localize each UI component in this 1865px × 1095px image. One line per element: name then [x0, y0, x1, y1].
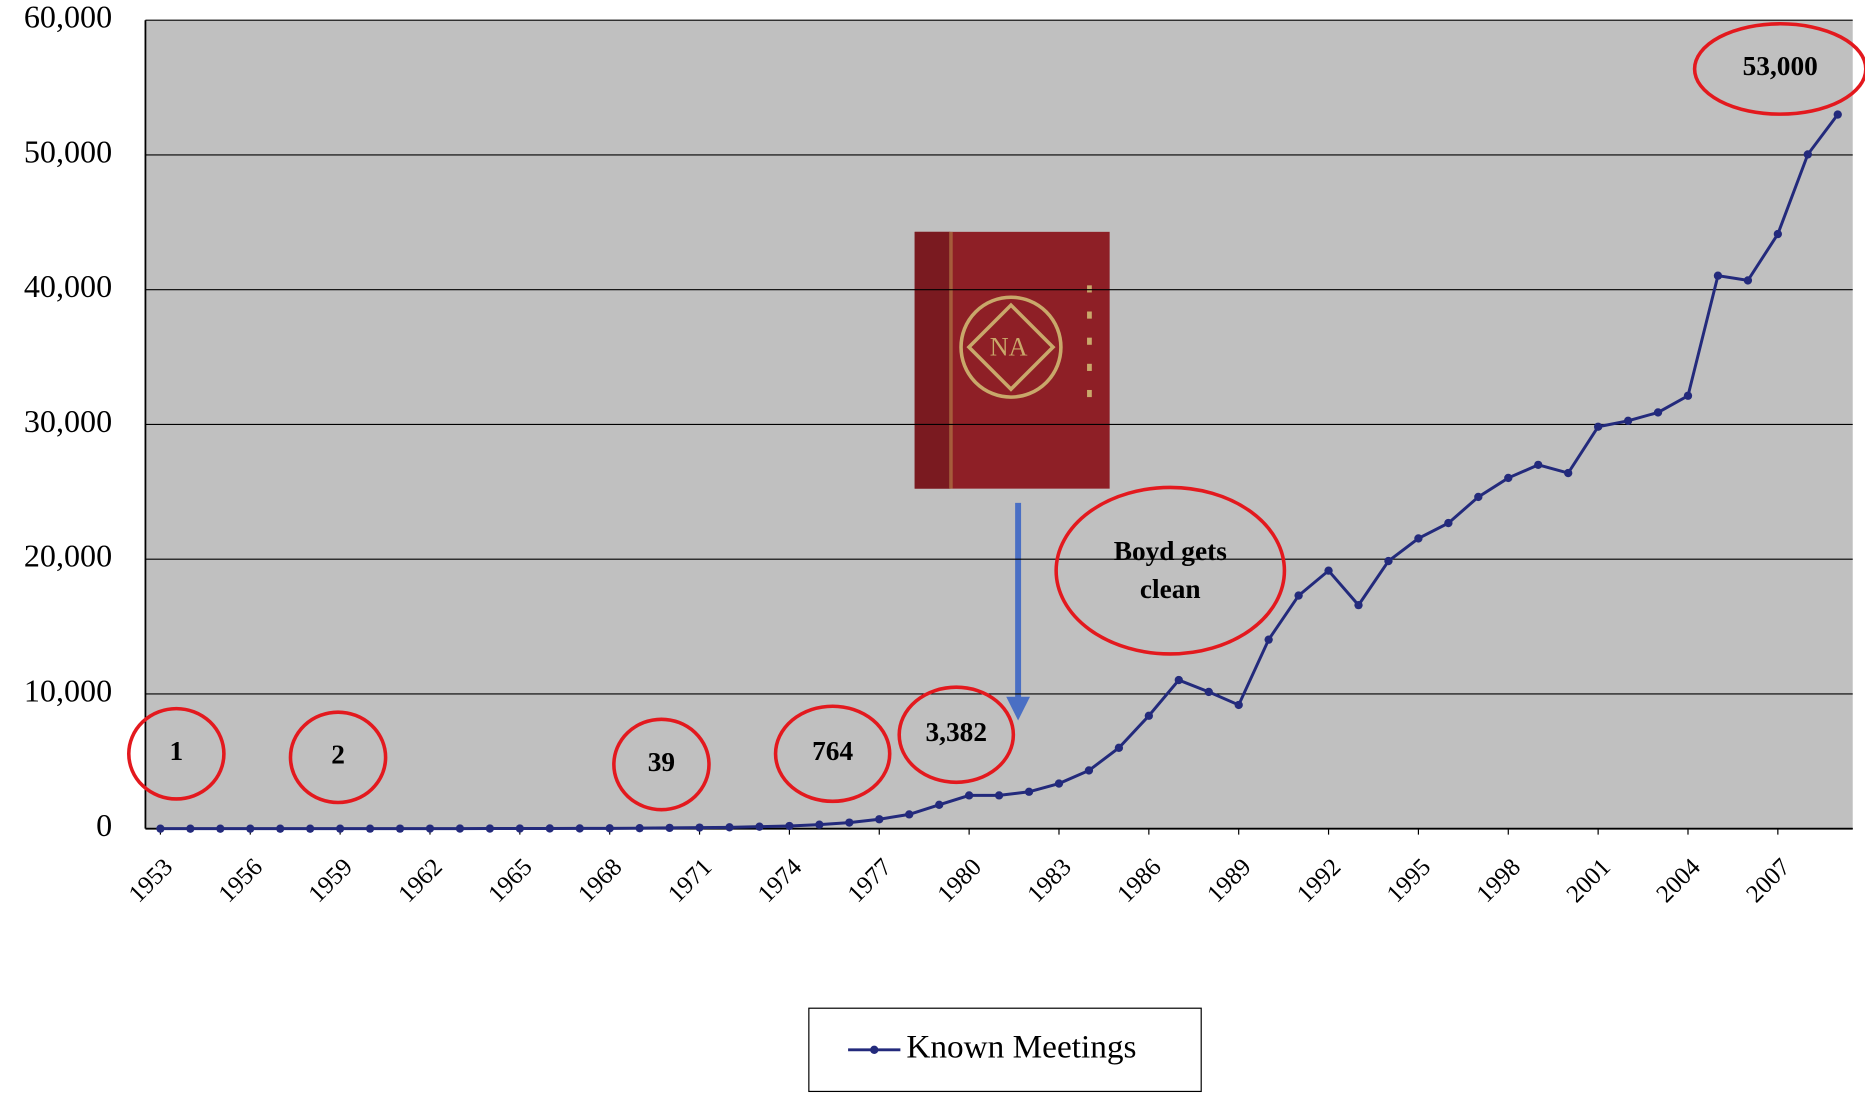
data-point	[1834, 110, 1842, 118]
data-point	[845, 818, 853, 826]
data-point	[396, 824, 404, 832]
data-point	[1025, 788, 1033, 796]
annotation: 39	[648, 747, 675, 777]
data-point	[426, 824, 434, 832]
y-tick-label: 20,000	[24, 538, 112, 574]
data-point	[1744, 276, 1752, 284]
data-point	[695, 823, 703, 831]
x-tick-label: 1995	[1382, 854, 1436, 908]
data-point	[1145, 712, 1153, 720]
annotation: 53,000	[1743, 51, 1818, 81]
y-tick-label: 40,000	[24, 268, 112, 304]
y-tick-label: 0	[96, 807, 112, 843]
data-point	[1684, 392, 1692, 400]
data-point	[1205, 688, 1213, 696]
data-point	[755, 822, 763, 830]
data-point	[1264, 635, 1272, 643]
data-point	[1714, 272, 1722, 280]
data-point	[306, 824, 314, 832]
x-tick-label: 1983	[1022, 854, 1076, 908]
y-tick-label: 60,000	[24, 0, 112, 35]
x-tick-label: 1998	[1472, 854, 1526, 908]
data-point	[785, 822, 793, 830]
x-tick-label: 1959	[304, 854, 358, 908]
data-point	[1804, 150, 1812, 158]
data-point	[546, 824, 554, 832]
data-point	[1085, 766, 1093, 774]
annotation: 764	[812, 736, 853, 766]
annotation: 3,382	[926, 717, 988, 747]
y-tick-label: 10,000	[24, 672, 112, 708]
annotation: 2	[331, 740, 345, 770]
data-point	[665, 824, 673, 832]
data-point	[935, 801, 943, 809]
x-tick-label: 1956	[214, 854, 268, 908]
annotation: 1	[170, 736, 184, 766]
data-point	[276, 824, 284, 832]
data-point	[875, 815, 883, 823]
data-point	[725, 823, 733, 831]
data-point	[576, 824, 584, 832]
x-tick-label: 1977	[843, 854, 897, 908]
x-tick-label: 2007	[1741, 854, 1795, 908]
data-point	[995, 791, 1003, 799]
data-point	[1654, 408, 1662, 416]
y-tick-label: 50,000	[24, 133, 112, 169]
book-image: NA	[915, 232, 1110, 489]
data-point	[905, 810, 913, 818]
data-point	[1384, 557, 1392, 565]
x-tick-label: 1968	[573, 854, 627, 908]
data-point	[815, 820, 823, 828]
data-point	[336, 824, 344, 832]
data-point	[1534, 461, 1542, 469]
data-point	[366, 824, 374, 832]
x-tick-label: 1971	[663, 854, 717, 908]
x-tick-label: 1974	[753, 853, 808, 908]
x-tick-label: 1953	[124, 854, 178, 908]
data-point	[1624, 417, 1632, 425]
data-point	[1175, 676, 1183, 684]
x-tick-label: 1980	[933, 854, 987, 908]
data-point	[486, 824, 494, 832]
data-point	[456, 824, 464, 832]
data-point	[1474, 493, 1482, 501]
data-point	[1504, 474, 1512, 482]
x-tick-label: 1986	[1112, 854, 1166, 908]
data-point	[635, 824, 643, 832]
data-point	[1115, 744, 1123, 752]
data-point	[606, 824, 614, 832]
data-point	[1324, 566, 1332, 574]
data-point	[186, 825, 194, 833]
data-point	[246, 825, 254, 833]
x-tick-label: 1965	[483, 854, 537, 908]
data-point	[965, 791, 973, 799]
legend-label: Known Meetings	[906, 1028, 1136, 1065]
svg-text:NA: NA	[990, 333, 1028, 362]
x-tick-label: 1962	[393, 854, 447, 908]
x-tick-label: 2001	[1562, 854, 1616, 908]
data-point	[1055, 779, 1063, 787]
data-point	[1414, 534, 1422, 542]
data-point	[1594, 423, 1602, 431]
y-tick-label: 30,000	[24, 403, 112, 439]
data-point	[1235, 701, 1243, 709]
legend-marker	[870, 1046, 878, 1054]
x-tick-label: 1992	[1292, 854, 1346, 908]
data-point	[216, 825, 224, 833]
data-point	[1564, 469, 1572, 477]
data-point	[1444, 519, 1452, 527]
data-point	[516, 824, 524, 832]
data-point	[156, 825, 164, 833]
data-point	[1354, 601, 1362, 609]
data-point	[1774, 230, 1782, 238]
chart: NA 0 10,000 20,000 30,000 40,000 50,000 60,000…	[0, 0, 1865, 1095]
data-point	[1294, 591, 1302, 599]
x-tick-label: 2004	[1651, 853, 1706, 908]
x-tick-label: 1989	[1202, 854, 1256, 908]
